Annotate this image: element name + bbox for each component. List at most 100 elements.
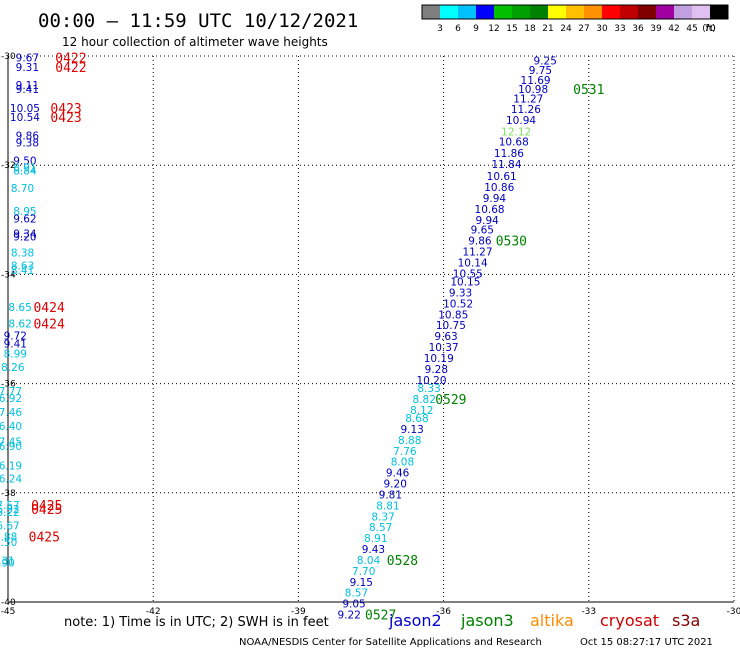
swh-value: 8.04 xyxy=(357,555,381,567)
pass-time-label: 0528 xyxy=(387,554,418,569)
pass-time-label: 0422 xyxy=(55,61,86,76)
pass-time-label: 0425 xyxy=(29,530,60,545)
colorbar-swatch xyxy=(674,5,693,19)
swh-value: 6.24 xyxy=(0,474,22,486)
colorbar-tick-label: 27 xyxy=(578,24,589,34)
swh-value: 10.68 xyxy=(499,137,529,149)
y-tick-label: -40 xyxy=(1,598,16,608)
colorbar-tick-label: 39 xyxy=(650,24,662,34)
swh-value: 7.76 xyxy=(393,446,417,458)
legend: jason2 jason3 altika cryosat s3a xyxy=(388,611,700,630)
pass-time-label: 0527 xyxy=(365,609,396,624)
footer-timestamp: Oct 15 08:27:17 UTC 2021 xyxy=(580,637,713,648)
pass-time-label: 0425 xyxy=(31,499,62,514)
swh-value: 7.70 xyxy=(352,566,375,578)
swh-value: 8.65 xyxy=(8,302,31,314)
swh-value: 7.46 xyxy=(0,407,22,419)
swh-value: 8.33 xyxy=(417,383,440,395)
swh-value: 9.86 xyxy=(468,236,492,248)
swh-value: 8.88 xyxy=(398,435,421,447)
colorbar-tick-label: 24 xyxy=(560,24,572,34)
swh-value: 6.90 xyxy=(0,558,15,570)
swh-value: 10.85 xyxy=(438,309,468,321)
colorbar-tick-label: 30 xyxy=(596,24,608,34)
swh-value: 9.31 xyxy=(16,62,39,74)
swh-value: 11.84 xyxy=(491,159,521,171)
swh-value: 10.20 xyxy=(416,375,446,387)
swh-value: 9.34 xyxy=(13,228,37,240)
x-tick-label: -30 xyxy=(727,607,740,617)
y-tick-label: -30 xyxy=(1,52,16,62)
footer-credit: NOAA/NESDIS Center for Satellite Applica… xyxy=(239,637,542,648)
pass-time-label: 0423 xyxy=(50,102,81,117)
swh-value: 11.27 xyxy=(462,246,492,258)
swh-value: 9.50 xyxy=(13,155,36,167)
swh-value: 9.72 xyxy=(4,331,27,343)
swh-value: 9.41 xyxy=(4,339,27,351)
x-tick-label: -36 xyxy=(436,607,451,617)
colorbar-tick-label: 18 xyxy=(524,24,536,34)
swh-value: 9.28 xyxy=(425,364,448,376)
pass-time-label: 0424 xyxy=(33,301,64,316)
colorbar-swatch xyxy=(512,5,531,19)
swh-value: 8.91 xyxy=(13,162,36,174)
chart-subtitle: 12 hour collection of altimeter wave hei… xyxy=(62,35,328,49)
x-tick-label: -45 xyxy=(1,607,16,617)
colorbar-tick-label: 36 xyxy=(632,24,644,34)
swh-value: 11.69 xyxy=(521,75,551,87)
legend-item: jason3 xyxy=(460,611,514,630)
swh-value: 10.55 xyxy=(453,268,483,280)
colorbar-swatch xyxy=(530,5,549,19)
legend-item: s3a xyxy=(672,611,700,630)
colorbar-tick-label: 70 xyxy=(704,24,716,34)
swh-value: 7.77 xyxy=(0,386,22,398)
swh-value: 10.94 xyxy=(506,115,536,127)
swh-value: 9.15 xyxy=(350,577,373,589)
swh-value: 11.26 xyxy=(511,104,541,116)
colorbar-swatch xyxy=(692,5,711,19)
swh-value: 12.12 xyxy=(501,126,531,138)
swh-value: 9.94 xyxy=(483,193,507,205)
swh-value: 9.38 xyxy=(16,137,39,149)
swh-value: 6.92 xyxy=(0,393,22,405)
colorbar-swatch xyxy=(422,5,441,19)
swh-value: 10.61 xyxy=(487,171,517,183)
swh-value: 9.62 xyxy=(13,214,36,226)
y-tick-label: -34 xyxy=(1,270,16,280)
pass-time-label: 0531 xyxy=(573,83,604,98)
pass-time-label: 0425 xyxy=(31,503,62,518)
swh-value: 8.68 xyxy=(405,413,428,425)
swh-value: 7.50 xyxy=(0,537,17,549)
swh-value: 8.38 xyxy=(11,248,34,260)
swh-value: 8.99 xyxy=(4,349,27,361)
colorbar-tick-label: 45 xyxy=(686,24,697,34)
swh-value: 6.19 xyxy=(0,461,22,473)
x-tick-label: -33 xyxy=(581,607,596,617)
time-labels: 0422042204230423042404240425042504250531… xyxy=(29,52,605,624)
swh-value: 8.62 xyxy=(8,319,31,331)
footer-note: note: 1) Time is in UTC; 2) SWH is in fe… xyxy=(64,615,329,630)
swh-value: 8.81 xyxy=(376,500,399,512)
swh-value: 9.11 xyxy=(16,80,39,92)
swh-value: 9.81 xyxy=(379,489,402,501)
swh-value: 8.84 xyxy=(13,166,37,178)
swh-value: 10.98 xyxy=(518,84,548,96)
swh-value: 6.67 xyxy=(0,521,20,533)
swh-value: 9.46 xyxy=(386,468,410,480)
swh-value: 9.25 xyxy=(534,55,557,67)
y-tick-label: -36 xyxy=(1,380,16,390)
swh-value: 6.90 xyxy=(0,441,22,453)
colorbar-tick-label: 21 xyxy=(542,24,553,34)
swh-value: 11.27 xyxy=(513,94,543,106)
swh-value: 6.40 xyxy=(0,421,22,433)
colorbar-swatch xyxy=(566,5,585,19)
swh-value: 10.68 xyxy=(475,204,505,216)
swh-value: 8.95 xyxy=(13,206,36,218)
colorbar-swatch xyxy=(584,5,603,19)
legend-item: jason2 xyxy=(388,611,442,630)
legend-item: altika xyxy=(530,611,574,630)
swh-value: 9.75 xyxy=(529,65,552,77)
colorbar-tick-label: 9 xyxy=(473,24,479,34)
colorbar-swatch xyxy=(440,5,459,19)
colorbar-swatch xyxy=(638,5,657,19)
